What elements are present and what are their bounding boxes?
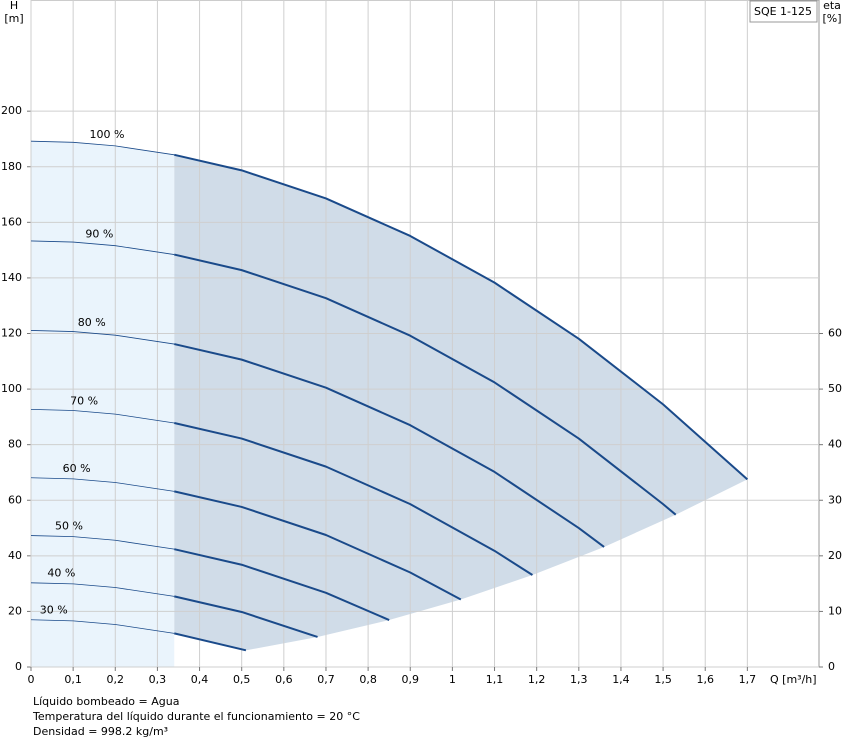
x-tick-label: 0,6 [275, 673, 293, 686]
curve-thin [30, 582, 175, 597]
y-tick-label: 80 [8, 438, 22, 451]
y2-tick-label: 20 [828, 549, 842, 562]
x-tick-label: 0,1 [64, 673, 82, 686]
x-tick-label: 1,6 [696, 673, 714, 686]
curve [174, 548, 390, 621]
note: Líquido bombeado = Agua [33, 695, 179, 708]
note: Temperatura del líquido durante el funci… [32, 710, 360, 723]
y2-label: eta [823, 0, 841, 12]
y-tick-label: 180 [1, 160, 22, 173]
series-label: 80 % [78, 316, 106, 329]
curve-thin [30, 240, 175, 255]
curve [174, 422, 533, 576]
marks: 0204060801001201401601802000102030405060… [1, 104, 842, 686]
x-label: Q [m³/h] [770, 673, 817, 686]
series-label: 60 % [63, 462, 91, 475]
y2-tick-label: 50 [828, 382, 842, 395]
x-tick-label: 0,7 [317, 673, 335, 686]
x-tick-label: 0 [28, 673, 35, 686]
y-tick-label: 40 [8, 549, 22, 562]
x-tick-label: 1,3 [570, 673, 588, 686]
curve [174, 632, 247, 652]
curve-thin [30, 619, 175, 634]
curve [174, 153, 749, 481]
region-operating [174, 154, 748, 651]
curve-thin [30, 140, 175, 156]
x-tick-label: 0,9 [402, 673, 420, 686]
y-label: H [10, 0, 18, 12]
series-label: 30 % [40, 603, 68, 616]
y-tick-label: 160 [1, 215, 22, 228]
y2-tick-label: 60 [828, 327, 842, 340]
x-tick-label: 1 [449, 673, 456, 686]
y-tick-label: 200 [1, 104, 22, 117]
series-label: 90 % [85, 227, 113, 240]
y-tick-label: 60 [8, 493, 22, 506]
curve-thin [30, 477, 175, 492]
curve-thin [30, 408, 175, 424]
x-tick-label: 0,5 [233, 673, 251, 686]
x-tick-label: 0,3 [149, 673, 167, 686]
y-tick-label: 140 [1, 271, 22, 284]
y-tick-label: 100 [1, 382, 22, 395]
x-tick-label: 0,8 [359, 673, 377, 686]
fills [31, 141, 748, 668]
y2-unit: [%] [822, 12, 841, 25]
note: Densidad = 998.2 kg/m³ [33, 725, 168, 738]
x-tick-label: 1,2 [528, 673, 546, 686]
curve-thin [30, 330, 175, 345]
x-tick-label: 0,4 [191, 673, 209, 686]
x-tick-label: 1,7 [739, 673, 757, 686]
region-light [31, 141, 175, 668]
curve-thin [30, 535, 175, 550]
y-tick-label: 20 [8, 604, 22, 617]
y-tick-label: 120 [1, 327, 22, 340]
curve [174, 253, 677, 516]
y2-tick-label: 10 [828, 604, 842, 617]
pump-model: SQE 1-125 [754, 5, 812, 18]
series-label: 100 % [89, 128, 124, 141]
model-box [749, 0, 818, 23]
x-tick-label: 1,1 [486, 673, 504, 686]
y2-tick-label: 30 [828, 493, 842, 506]
y2-tick-label: 0 [828, 660, 835, 673]
curve [174, 595, 318, 638]
curve [174, 490, 462, 601]
x-tick-label: 1,4 [612, 673, 630, 686]
y-tick-label: 0 [15, 660, 22, 673]
series-label: 50 % [55, 520, 83, 533]
x-tick-label: 0,2 [107, 673, 125, 686]
series-label: 40 % [47, 567, 75, 580]
y2-tick-label: 40 [828, 438, 842, 451]
y-unit: [m] [4, 12, 23, 25]
x-tick-label: 1,5 [654, 673, 672, 686]
curve [174, 343, 605, 548]
series-label: 70 % [70, 394, 98, 407]
